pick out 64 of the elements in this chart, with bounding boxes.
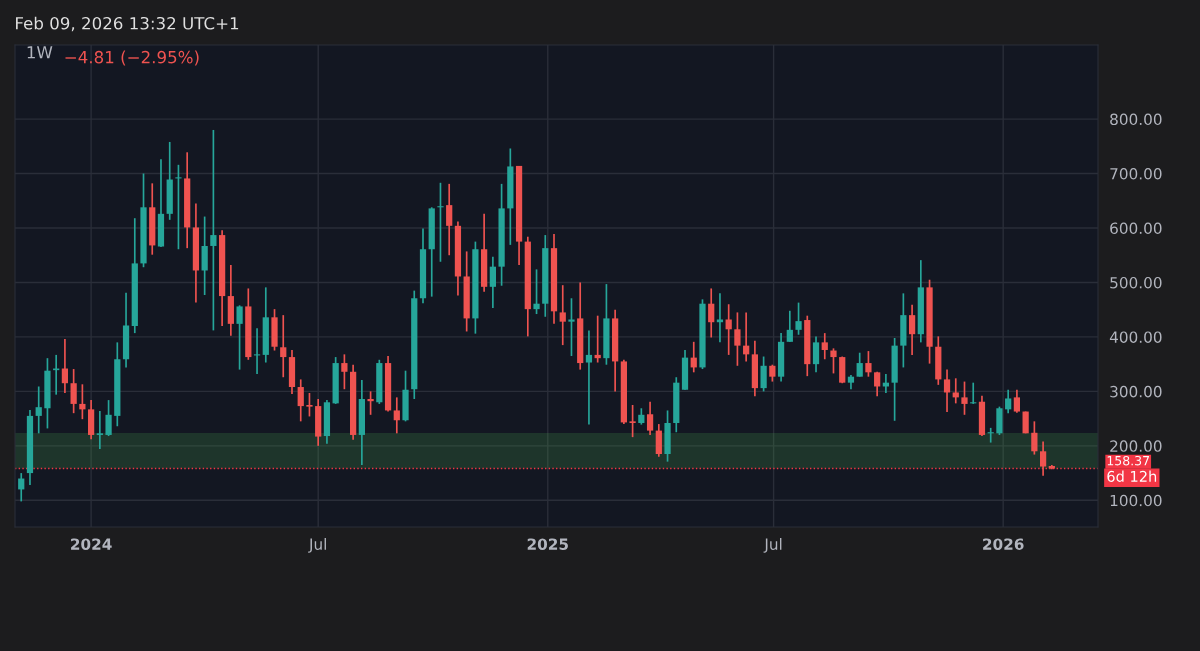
ref-line-label: 158.37 (1107, 455, 1149, 466)
candlestick (61, 338, 69, 394)
candlestick (629, 404, 636, 438)
candlestick (210, 129, 217, 332)
candlestick (559, 284, 566, 346)
candlestick (297, 378, 304, 423)
candlestick (908, 303, 916, 356)
candlestick (1005, 388, 1012, 415)
candlestick (655, 423, 662, 458)
y-tick-label: 600.00 (1110, 222, 1162, 235)
x-tick-label: 2025 (527, 538, 568, 550)
chart-title: 1W (27, 46, 53, 59)
text: Feb 09, 2026 13:32 UTC+1 (16, 16, 239, 32)
candlestick (175, 163, 182, 251)
candlestick (646, 400, 654, 436)
annotation: −4.81 (−2.95%) (65, 50, 199, 66)
candlestick (708, 287, 715, 339)
candlestick (725, 303, 732, 356)
candlestick (812, 335, 820, 374)
candlestick (533, 268, 540, 315)
candlestick (96, 410, 103, 450)
candlestick (821, 332, 828, 361)
candlestick (1013, 388, 1021, 414)
candlestick (437, 181, 444, 263)
candlestick (341, 353, 348, 391)
candlestick (306, 392, 313, 418)
candlestick (367, 390, 374, 416)
y-tick-label: 400.00 (1109, 331, 1162, 343)
y-tick-label: 200.00 (1110, 440, 1162, 452)
candlestick (943, 368, 951, 413)
x-tick-label: Jul (308, 538, 326, 553)
candlestick (568, 297, 575, 357)
candlestick (961, 380, 968, 416)
candlestick (734, 311, 741, 367)
y-tick-label: 100.00 (1110, 494, 1162, 507)
candlestick (1039, 440, 1047, 477)
candlestick (830, 347, 837, 375)
candlestick (874, 370, 881, 398)
candlestick (489, 256, 496, 309)
candlestick (716, 292, 724, 344)
candlestick (35, 385, 42, 435)
y-tick-label: 700.00 (1110, 168, 1162, 180)
y-tick-label: 800.00 (1110, 113, 1162, 126)
candlestick (393, 396, 400, 435)
candlestick (856, 351, 863, 378)
candlestick (585, 329, 593, 426)
candlestick (70, 368, 77, 415)
x-tick-label: Jul (763, 538, 782, 553)
candlestick (786, 309, 793, 343)
candlestick (446, 183, 453, 257)
text: 6d 12h (1107, 470, 1157, 482)
candlestick (952, 377, 959, 405)
candlestick (760, 355, 767, 393)
candlestick (795, 301, 802, 336)
x-tick-label: 2026 (983, 538, 1024, 550)
candlestick (236, 304, 243, 371)
candlestick (594, 314, 601, 364)
candlestick (1031, 420, 1038, 456)
y-tick-label: 300.00 (1110, 385, 1162, 398)
candlestick (280, 314, 287, 379)
x-tick-label: 2024 (71, 538, 112, 550)
candlestick (105, 399, 112, 437)
candlestick (865, 350, 872, 378)
y-tick-label: 500.00 (1110, 276, 1162, 289)
